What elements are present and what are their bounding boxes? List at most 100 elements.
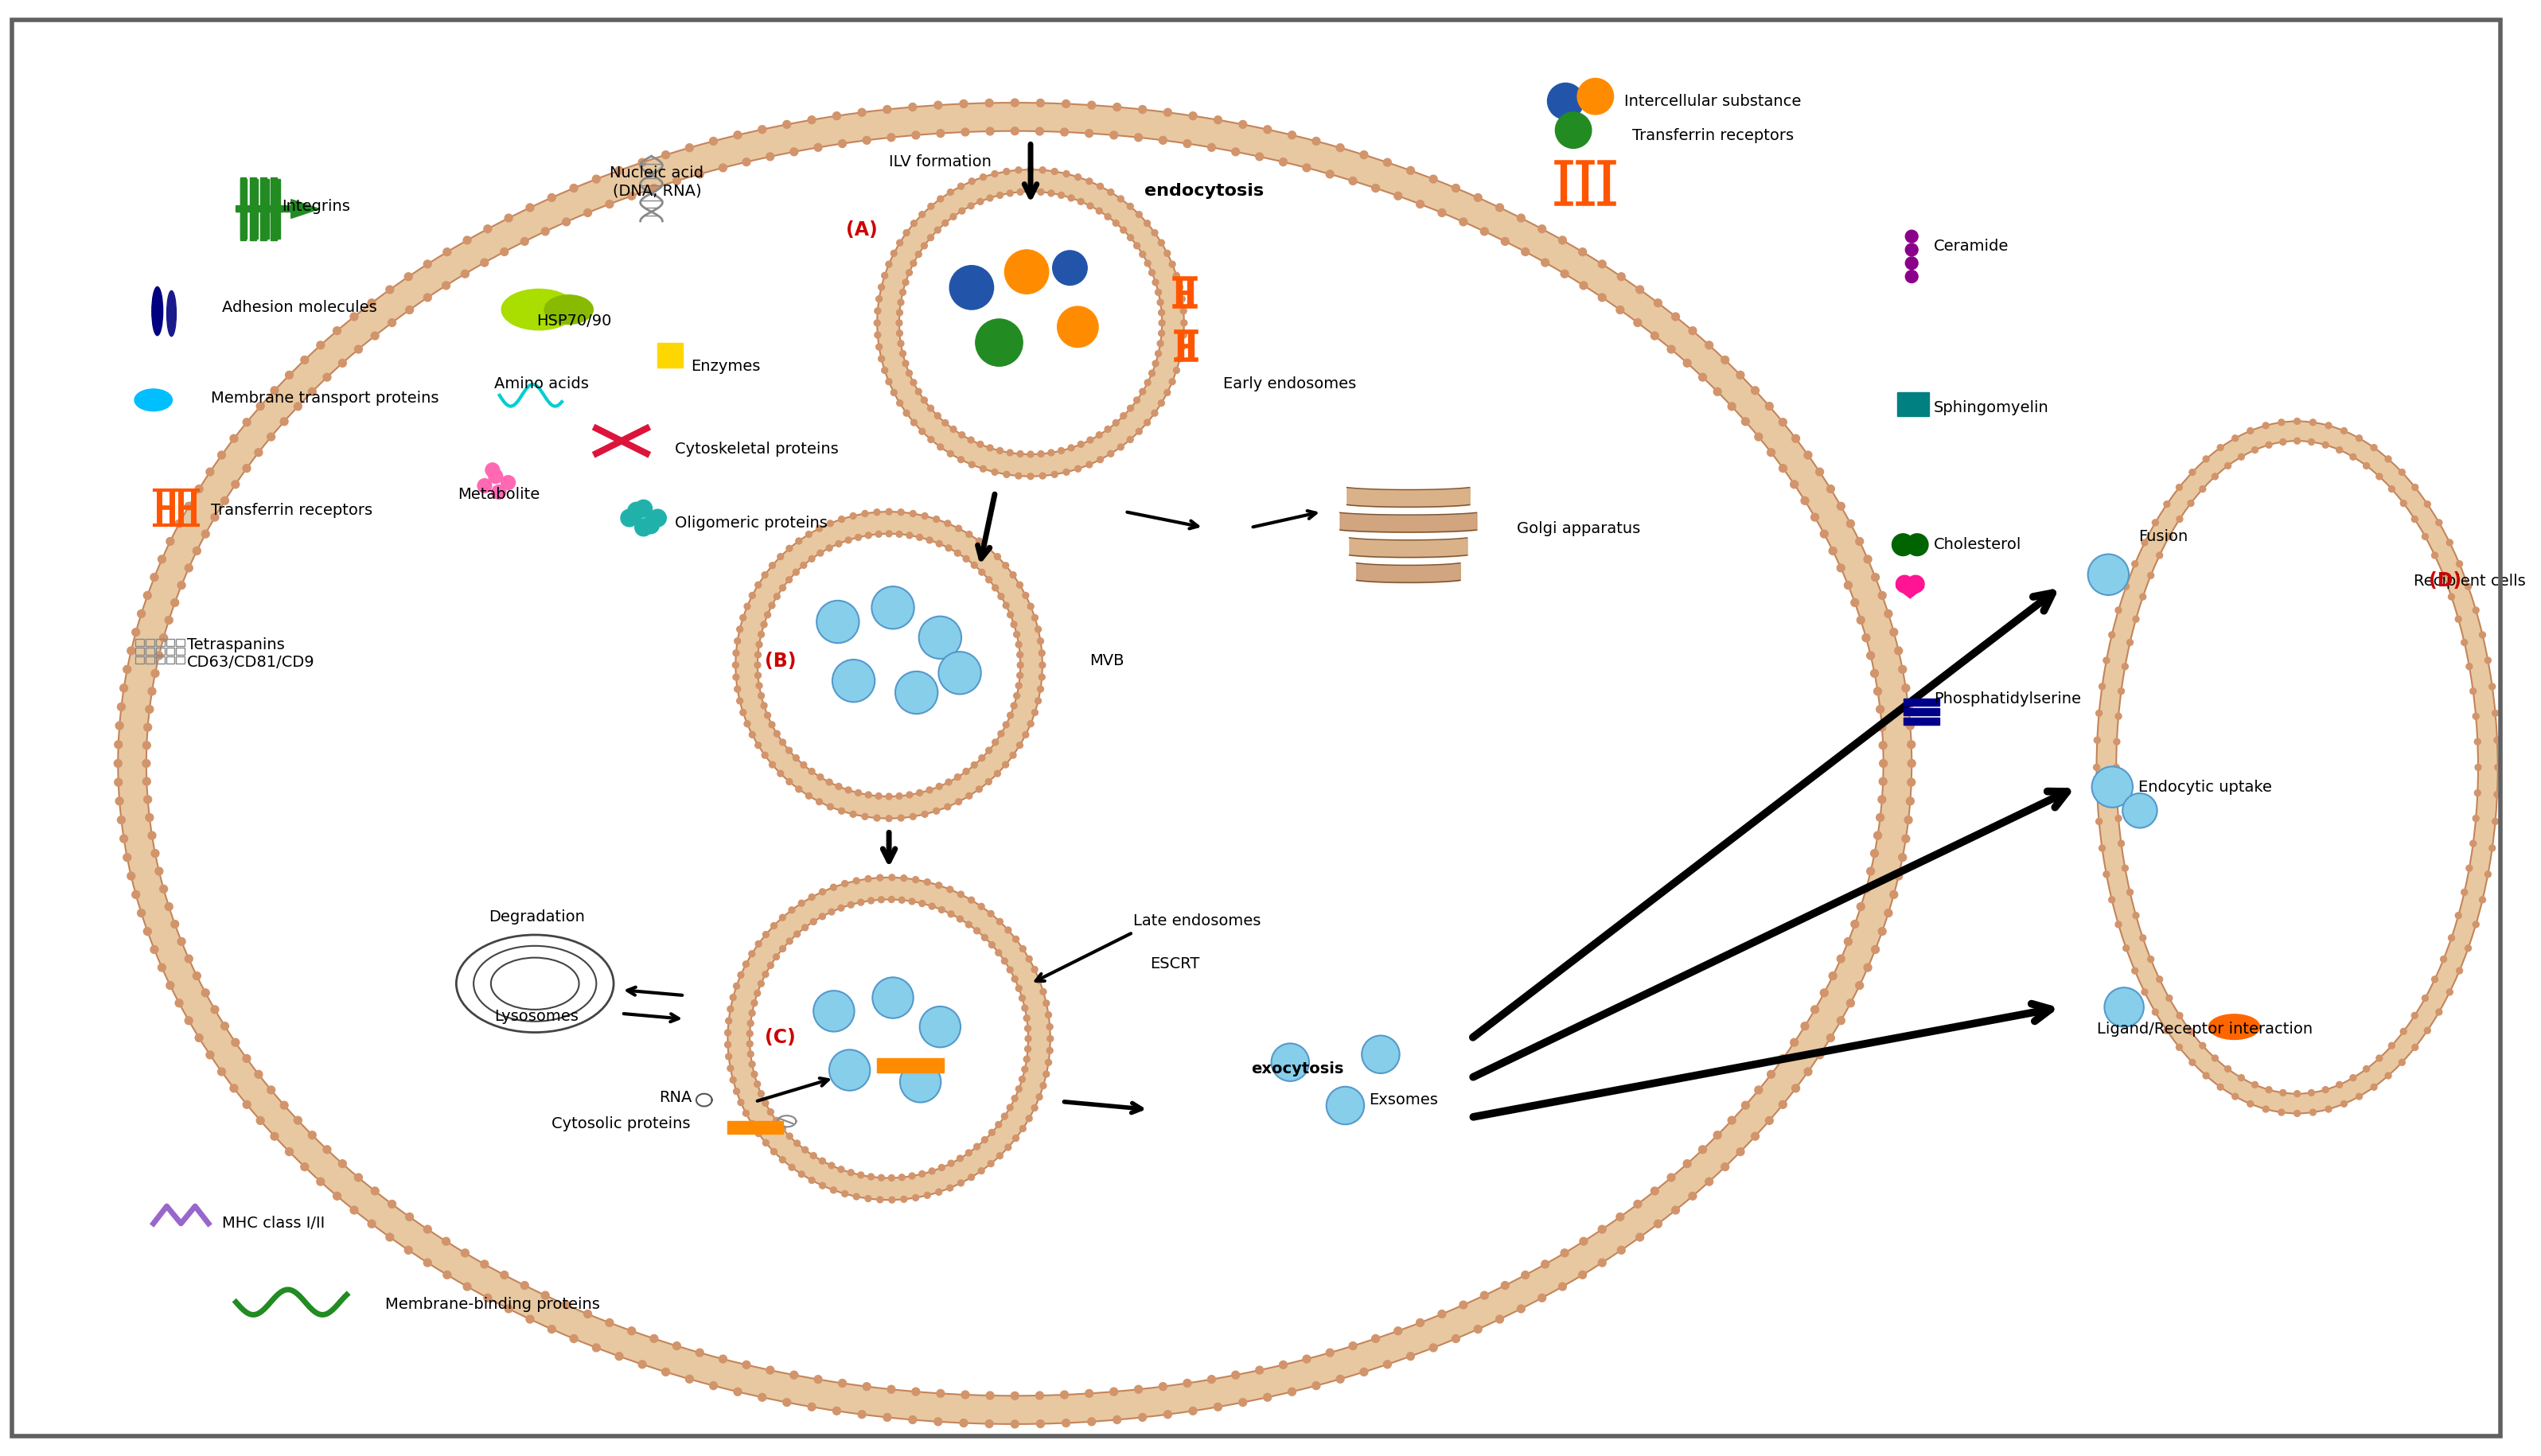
Circle shape [966,531,973,537]
Circle shape [2122,584,2129,590]
Circle shape [808,769,816,775]
Circle shape [2094,737,2101,744]
Circle shape [1311,1382,1321,1389]
Circle shape [948,450,953,457]
Circle shape [2350,454,2356,460]
Circle shape [958,208,966,214]
Circle shape [1779,1054,1786,1063]
Circle shape [2475,738,2480,745]
Circle shape [877,344,882,349]
Circle shape [280,418,287,425]
Circle shape [1088,202,1093,210]
Circle shape [2267,441,2272,448]
Circle shape [966,922,971,927]
Circle shape [734,638,739,644]
Circle shape [1766,402,1774,411]
Circle shape [889,874,894,881]
Bar [877,1059,945,1073]
Circle shape [1006,927,1011,933]
Circle shape [849,901,854,909]
Circle shape [1176,284,1184,290]
Circle shape [1878,795,1885,804]
Circle shape [127,646,135,655]
Circle shape [368,298,376,307]
Circle shape [351,313,358,320]
Circle shape [727,1006,734,1012]
Circle shape [762,971,767,977]
Circle shape [2411,515,2419,523]
Circle shape [1705,341,1713,349]
Circle shape [1791,1085,1799,1092]
Circle shape [795,537,803,545]
Circle shape [673,178,681,185]
Circle shape [994,553,1001,559]
Bar [155,639,165,646]
Circle shape [1438,208,1446,217]
Circle shape [1062,1420,1070,1427]
Circle shape [1118,444,1123,450]
Circle shape [1098,456,1103,463]
Circle shape [650,1335,658,1342]
Circle shape [1713,1131,1720,1139]
Bar [155,657,165,664]
Circle shape [193,547,201,555]
Circle shape [770,761,775,767]
Circle shape [1021,593,1029,598]
Circle shape [1001,958,1009,964]
Circle shape [750,1121,755,1127]
Text: Golgi apparatus: Golgi apparatus [1517,521,1641,537]
Circle shape [2175,1044,2183,1050]
Ellipse shape [2208,1015,2259,1040]
Bar [1903,699,1939,706]
Circle shape [1159,331,1164,336]
Circle shape [737,697,742,705]
Circle shape [1154,280,1159,285]
Circle shape [1372,1335,1380,1342]
Text: Cytosolic proteins: Cytosolic proteins [551,1117,691,1131]
Circle shape [902,361,910,367]
Circle shape [798,1171,805,1178]
Circle shape [938,444,943,450]
Circle shape [1672,313,1680,320]
Circle shape [211,514,219,521]
Circle shape [158,964,165,971]
Circle shape [592,1344,600,1351]
Circle shape [780,585,785,591]
Circle shape [1047,450,1055,456]
Circle shape [757,1091,765,1096]
Polygon shape [249,178,257,240]
Circle shape [231,1085,239,1092]
Circle shape [1014,693,1019,699]
Bar [262,179,269,239]
Circle shape [935,102,943,109]
Circle shape [1027,451,1034,457]
Circle shape [887,815,892,821]
Circle shape [2175,485,2183,491]
Circle shape [1837,955,1845,962]
Circle shape [872,977,912,1018]
Circle shape [968,462,976,467]
Bar [165,657,175,664]
Circle shape [897,510,905,515]
Circle shape [1700,373,1708,381]
Circle shape [185,955,193,962]
Circle shape [981,173,986,181]
Circle shape [907,792,912,798]
Circle shape [884,105,892,114]
Circle shape [813,1376,823,1383]
Circle shape [897,240,902,246]
Circle shape [424,261,432,268]
Circle shape [2480,897,2485,903]
Circle shape [762,572,767,578]
Circle shape [912,131,920,140]
Circle shape [833,660,874,702]
Circle shape [747,1031,752,1037]
Bar [272,179,280,239]
Circle shape [219,451,226,459]
Circle shape [1288,131,1296,138]
Circle shape [1898,665,1906,673]
Circle shape [2211,473,2218,479]
Circle shape [1156,300,1164,306]
Circle shape [910,511,917,517]
Text: ILV formation: ILV formation [889,154,991,169]
